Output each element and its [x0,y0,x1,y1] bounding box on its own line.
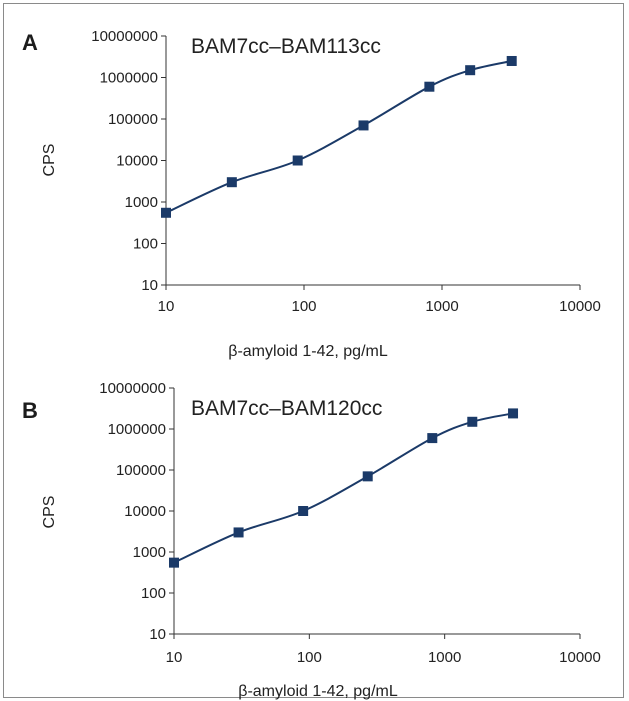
axes-b: 10 100 1000 10000 100000 1000000 10000000 10 100… [99,380,601,666]
x-tick-label: 10 [158,298,175,315]
x-tick-label: 10000 [559,649,601,666]
x-tick-label: 100 [297,649,322,666]
data-point-marker [506,55,517,66]
figure-frame [3,3,624,698]
y-tick-label: 1000000 [108,421,166,438]
panel-letter-b: B [22,398,38,423]
data-point-marker [508,408,519,419]
data-point-marker [467,416,478,427]
data-series-a [161,55,517,218]
y-tick-label: 10000 [116,153,158,170]
series-line-b [173,412,514,564]
y-tick-label: 100000 [108,111,158,128]
x-axis-label-a: β-amyloid 1-42, pg/mL [228,343,388,360]
data-point-marker [233,527,244,538]
y-axis-label-b: CPS [41,496,58,529]
chart-title-b: BAM7cc–BAM120cc [191,397,382,420]
series-line-a [165,60,512,214]
data-series-b [169,408,519,568]
y-tick-label: 10 [149,626,166,643]
y-tick-label: 10000000 [99,380,166,397]
data-point-marker [298,506,309,516]
data-point-marker [161,207,171,218]
chart-panel-a: A BAM7cc–BAM113cc β-amyloid 1-42, pg/mL … [22,28,601,360]
y-tick-label: 10000000 [91,28,158,45]
axes-a: 10 100 1000 10000 100000 1000000 10000000 10 100… [91,28,601,315]
data-point-marker [427,433,438,444]
y-tick-label: 1000000 [100,70,158,87]
x-tick-label: 1000 [428,649,461,666]
y-tick-label: 100 [141,585,166,602]
data-point-marker [226,177,237,188]
chart-title-a: BAM7cc–BAM113cc [191,35,381,58]
x-tick-label: 10 [166,649,183,666]
y-tick-label: 1000 [125,194,158,211]
panel-letter-a: A [22,30,38,55]
data-point-marker [169,557,179,568]
y-tick-label: 10000 [124,503,166,520]
data-point-marker [358,120,369,131]
chart-panel-b: B BAM7cc–BAM120cc β-amyloid 1-42, pg/mL … [22,380,601,700]
x-tick-label: 100 [291,298,316,315]
y-tick-label: 100 [133,236,158,253]
x-tick-label: 1000 [425,298,458,315]
y-axis-label-a: CPS [41,144,58,177]
y-tick-label: 1000 [133,544,166,561]
x-axis-label-b: β-amyloid 1-42, pg/mL [238,683,398,700]
data-point-marker [292,155,303,166]
x-tick-label: 10000 [559,298,601,315]
data-point-marker [465,65,476,76]
data-point-marker [424,81,435,92]
y-tick-label: 10 [141,277,158,294]
y-tick-label: 100000 [116,462,166,479]
data-point-marker [362,471,373,482]
